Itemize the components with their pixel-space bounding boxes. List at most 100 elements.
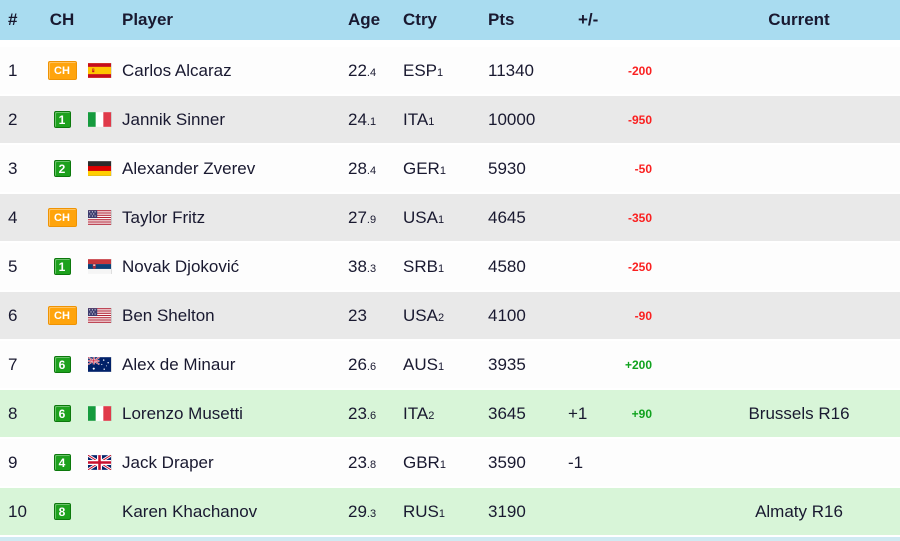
country-code: USA: [403, 305, 438, 325]
age-fraction: .9: [366, 213, 377, 226]
age-cell: 38.3: [348, 257, 403, 277]
ita-flag-icon: [88, 406, 111, 421]
age-fraction: .1: [366, 115, 377, 128]
usa-flag-icon: [88, 210, 111, 225]
country-cell: RUS1: [403, 502, 488, 522]
age-cell: 23.8: [348, 453, 403, 473]
rank-number: 1: [8, 60, 18, 80]
table-row[interactable]: 8 6 Lorenzo Musetti 23.6 ITA2 3645 +1 +9…: [0, 390, 900, 437]
age-fraction: .6: [366, 360, 377, 373]
age-cell: 24.1: [348, 110, 403, 130]
rank-number: 6: [8, 305, 18, 325]
country-rank: 1: [437, 360, 445, 373]
table-header: # CH Player Age Ctry Pts +/- Current: [0, 0, 900, 40]
table-row[interactable]: 4 CH Taylor Fritz 27.9 USA1 4645 -350: [0, 194, 900, 241]
points-change-cell: -90: [634, 308, 652, 323]
player-name: Alexander Zverev: [122, 158, 256, 178]
rank-number: 9: [8, 452, 18, 472]
player-name: Ben Shelton: [122, 305, 215, 325]
ita-flag-icon: [88, 112, 111, 127]
age-fraction: .3: [366, 507, 377, 520]
rank-change-cell: +1: [568, 403, 588, 423]
player-name: Alex de Minaur: [122, 354, 236, 374]
country-rank: 1: [437, 213, 445, 226]
career-high-badge: CH: [47, 306, 77, 325]
career-high-cell: CH: [36, 306, 88, 325]
header-plus-minus: +/-: [578, 10, 599, 29]
age-cell: 29.3: [348, 502, 403, 522]
country-cell: GBR1: [403, 453, 488, 473]
flag-cell: [88, 504, 122, 519]
points-cell: 3935: [488, 354, 526, 374]
country-code: AUS: [403, 354, 438, 374]
career-high-badge: CH: [47, 208, 77, 227]
age-years: 23: [348, 403, 367, 423]
header-points: Pts: [488, 10, 515, 29]
age-years: 28: [348, 158, 367, 178]
number-badge: 6: [53, 405, 71, 422]
country-code: ESP: [403, 60, 438, 80]
usa-flag-icon: [88, 308, 111, 323]
ger-flag-icon: [88, 161, 111, 176]
points-cell: 3590: [488, 452, 526, 472]
career-high-cell: 1: [36, 258, 88, 275]
player-name: Jannik Sinner: [122, 109, 226, 129]
country-cell: ITA1: [403, 110, 488, 130]
player-name: Carlos Alcaraz: [122, 60, 232, 80]
points-cell: 4580: [488, 256, 526, 276]
career-high-cell: 2: [36, 160, 88, 177]
points-cell: 11340: [488, 60, 535, 80]
career-high-badge: CH: [47, 61, 77, 80]
table-row[interactable]: 5 1 Novak Djoković 38.3 SRB1 4580 -250: [0, 243, 900, 290]
table-body: 1 CH Carlos Alcaraz 22.4 ESP1 11340 -200…: [0, 47, 900, 535]
next-section-edge: [0, 537, 900, 541]
age-years: 23: [348, 305, 367, 325]
header-rank: #: [8, 10, 18, 29]
points-cell: 4100: [488, 305, 526, 325]
country-cell: ESP1: [403, 61, 488, 81]
number-badge: 6: [53, 356, 71, 373]
number-badge: 2: [53, 160, 71, 177]
age-fraction: .4: [366, 66, 377, 79]
age-cell: 28.4: [348, 159, 403, 179]
points-change-cell: +90: [631, 406, 652, 421]
age-years: 29: [348, 501, 367, 521]
age-years: 27: [348, 207, 367, 227]
country-cell: GER1: [403, 159, 488, 179]
rank-number: 3: [8, 158, 18, 178]
table-row[interactable]: 2 1 Jannik Sinner 24.1 ITA1 10000 -950: [0, 96, 900, 143]
number-badge: 1: [53, 258, 71, 275]
age-years: 38: [348, 256, 367, 276]
table-row[interactable]: 6 CH Ben Shelton 23 USA2 4100 -90: [0, 292, 900, 339]
country-rank: 1: [439, 164, 446, 177]
table-row[interactable]: 9 4 Jack Draper 23.8 GBR1 3590 -1: [0, 439, 900, 486]
rank-number: 5: [8, 256, 18, 276]
flag-cell: [88, 406, 122, 421]
flag-cell: [88, 259, 122, 274]
points-cell: 4645: [488, 207, 526, 227]
rank-number: 7: [8, 354, 18, 374]
player-name: Lorenzo Musetti: [122, 403, 243, 423]
country-rank: 1: [437, 66, 444, 79]
no-flag: [88, 504, 111, 519]
header-career-high: CH: [49, 10, 75, 29]
table-row[interactable]: 10 8 Karen Khachanov 29.3 RUS1 3190 Alma…: [0, 488, 900, 535]
age-fraction: .6: [366, 409, 377, 422]
aus-flag-icon: [88, 357, 111, 372]
player-name: Taylor Fritz: [122, 207, 206, 227]
career-high-cell: CH: [36, 208, 88, 227]
flag-cell: [88, 357, 122, 372]
number-badge: 4: [53, 454, 71, 471]
country-rank: 1: [438, 507, 446, 520]
career-high-cell: 8: [36, 503, 88, 520]
country-code: GBR: [403, 452, 440, 472]
table-row[interactable]: 1 CH Carlos Alcaraz 22.4 ESP1 11340 -200: [0, 47, 900, 94]
points-cell: 10000: [488, 109, 536, 129]
table-row[interactable]: 7 6 Alex de Minaur 26.6 AUS1 3935 +200: [0, 341, 900, 388]
country-rank: 1: [437, 262, 445, 275]
age-years: 22: [348, 60, 367, 80]
table-row[interactable]: 3 2 Alexander Zverev 28.4 GER1 5930 -50: [0, 145, 900, 192]
flag-cell: [88, 63, 122, 78]
player-name: Karen Khachanov: [122, 501, 258, 521]
